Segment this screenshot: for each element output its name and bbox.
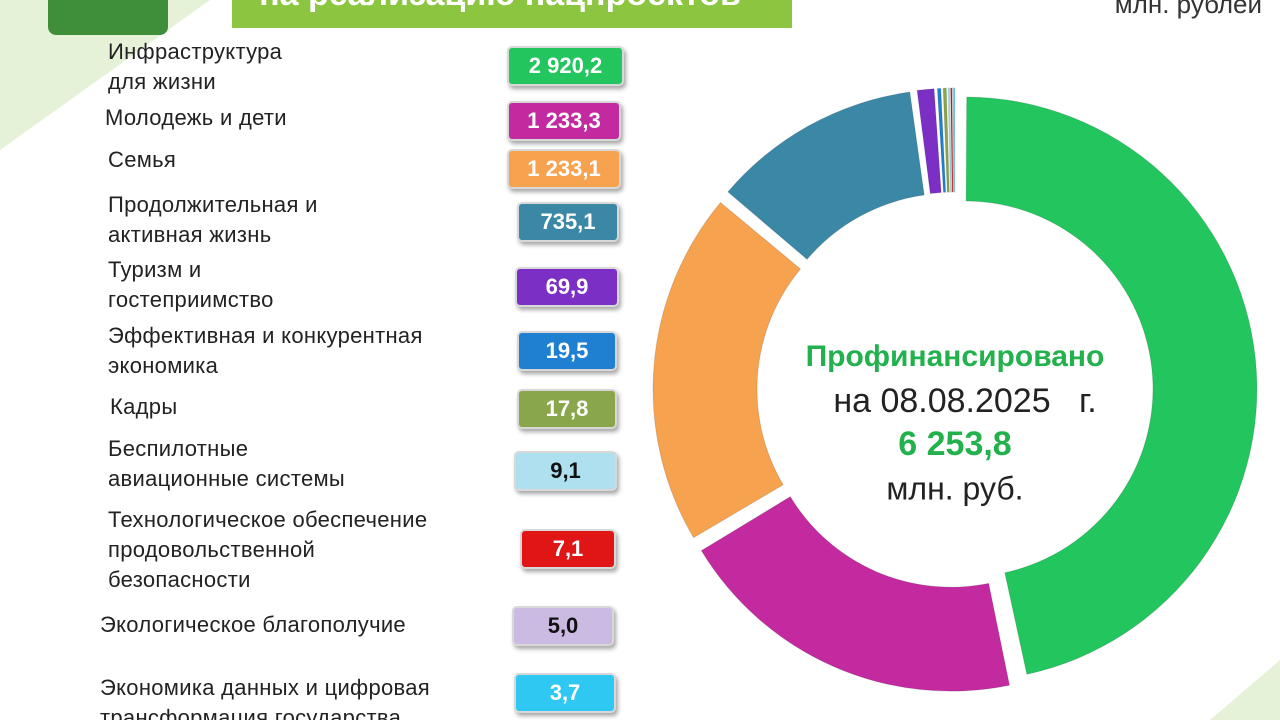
category-label: Туризм и гостеприимство [108, 257, 274, 312]
value-badge: 735,1 [517, 202, 619, 242]
category-label: Инфраструктура для жизни [108, 39, 283, 94]
category-label: Экономика данных и цифровая трансформаци… [100, 675, 431, 720]
value-badge: 1 233,3 [507, 101, 621, 141]
donut-segment [950, 87, 954, 193]
value-badge: 17,8 [517, 389, 617, 429]
category-label: Беспилотные авиационные системы [108, 436, 346, 491]
unit-note: млн. рублей [1115, 0, 1262, 19]
value-badge: 1 233,1 [507, 149, 621, 189]
center-unit: млн. руб. [886, 470, 1023, 506]
value-badge: 69,9 [515, 267, 619, 307]
logo [48, 0, 168, 35]
category-label: Молодежь и дети [105, 105, 287, 130]
value-badge: 2 920,2 [507, 46, 624, 86]
center-label: Профинансировано [806, 340, 1105, 373]
donut-segment [942, 87, 950, 193]
category-label: Кадры [110, 394, 178, 419]
donut-segment [727, 91, 925, 261]
value-badge: 9,1 [514, 451, 617, 491]
category-label: Эффективная и конкурентная экономика [108, 323, 423, 378]
value-badge: 7,1 [520, 529, 616, 569]
category-label: Экологическое благополучие [100, 612, 406, 637]
donut-segment [700, 495, 1011, 692]
category-label: Семья [108, 147, 177, 172]
donut-segment [936, 87, 947, 193]
donut-segment [652, 201, 802, 539]
category-label: Технологическое обеспечение продовольств… [108, 507, 428, 592]
decor [1210, 660, 1280, 720]
donut-segment [916, 88, 942, 195]
donut-segment [947, 87, 952, 193]
center-date: на 08.08.2025 г. [833, 382, 1096, 420]
donut-segment [965, 96, 1258, 675]
title-bar [232, 0, 792, 28]
donut-segment [952, 87, 955, 193]
value-badge: 5,0 [512, 606, 614, 646]
donut-segment [953, 87, 956, 193]
decor [0, 0, 210, 150]
value-badge: 3,7 [514, 673, 616, 713]
title: на реализацию нацпроектов [259, 0, 741, 13]
value-badge: 19,5 [517, 331, 617, 371]
center-total: 6 253,8 [898, 425, 1011, 463]
category-label: Продолжительная и активная жизнь [108, 192, 318, 247]
